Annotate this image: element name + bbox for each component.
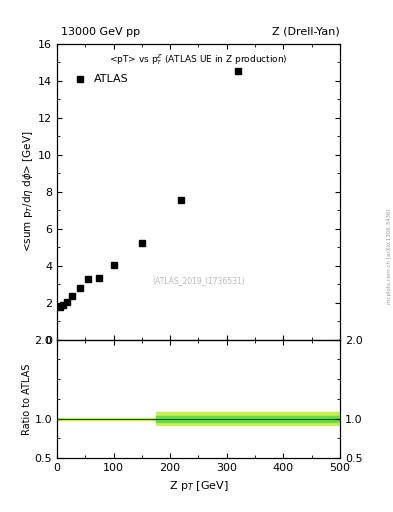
X-axis label: Z p$_T$ [GeV]: Z p$_T$ [GeV] bbox=[169, 479, 228, 493]
Text: (ATLAS_2019_I1736531): (ATLAS_2019_I1736531) bbox=[152, 276, 245, 285]
Text: mcplots.cern.ch [arXiv:1306.3436]: mcplots.cern.ch [arXiv:1306.3436] bbox=[387, 208, 392, 304]
Text: 13000 GeV pp: 13000 GeV pp bbox=[61, 27, 140, 37]
Text: Z (Drell-Yan): Z (Drell-Yan) bbox=[272, 27, 340, 37]
Text: <pT> vs p$^Z_T$ (ATLAS UE in Z production): <pT> vs p$^Z_T$ (ATLAS UE in Z productio… bbox=[109, 52, 288, 68]
Text: ATLAS: ATLAS bbox=[94, 74, 129, 84]
Y-axis label: Ratio to ATLAS: Ratio to ATLAS bbox=[22, 364, 31, 435]
Y-axis label: <sum p$_T$/d$\eta$ d$\phi$> [GeV]: <sum p$_T$/d$\eta$ d$\phi$> [GeV] bbox=[21, 131, 35, 252]
